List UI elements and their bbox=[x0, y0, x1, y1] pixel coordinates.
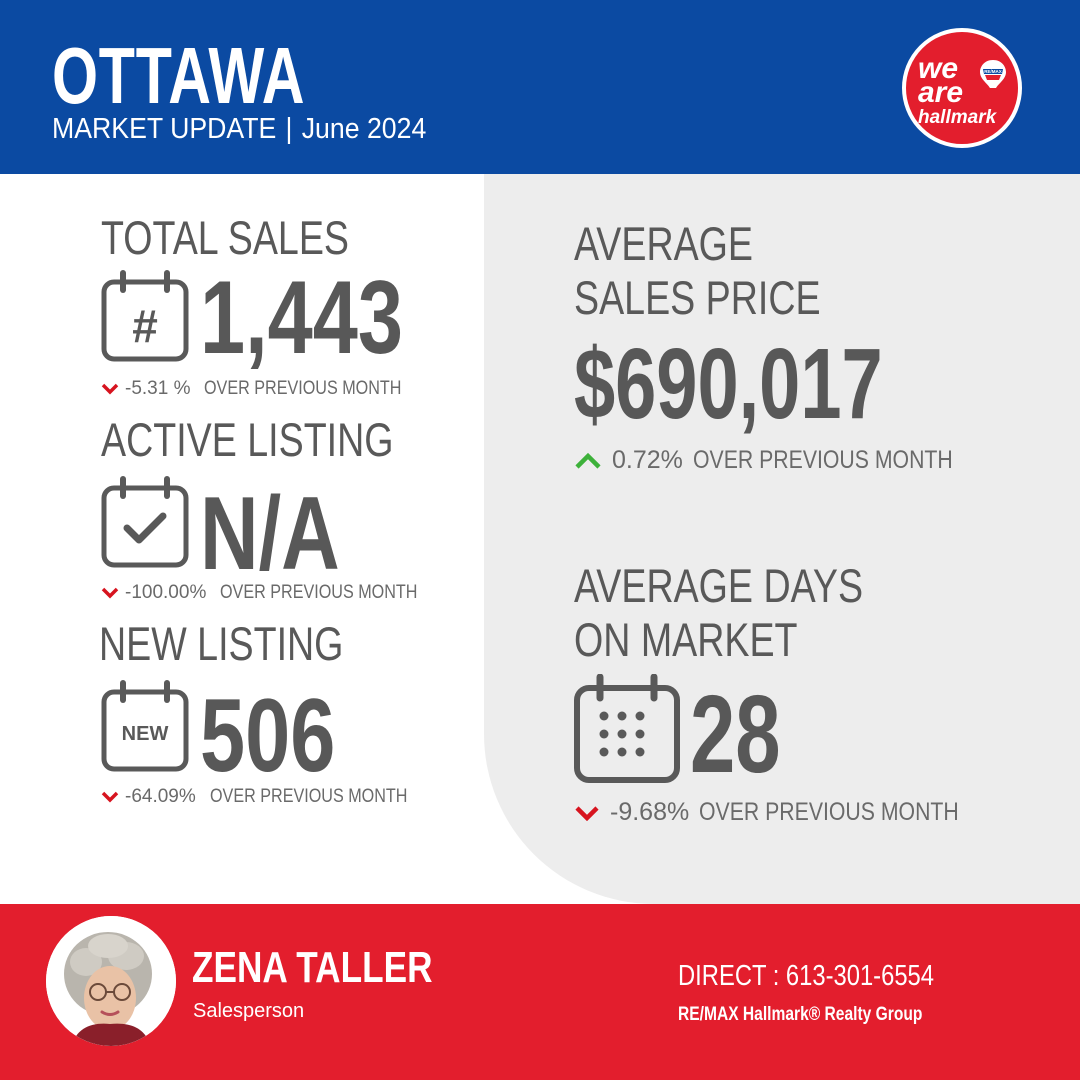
new-listing-change: -64.09% OVER PREVIOUS MONTH bbox=[101, 786, 442, 808]
down-arrow-icon bbox=[574, 805, 600, 821]
calendar-new-text: NEW bbox=[122, 723, 169, 745]
total-sales-label: TOTAL SALES bbox=[101, 211, 349, 264]
avg-price-change: 0.72% OVER PREVIOUS MONTH bbox=[574, 446, 998, 475]
logo-line-hallmark: hallmark bbox=[918, 107, 997, 128]
avg-days-change: -9.68% OVER PREVIOUS MONTH bbox=[574, 798, 1005, 827]
down-arrow-icon bbox=[101, 587, 119, 599]
up-arrow-icon bbox=[574, 452, 602, 470]
down-arrow-icon bbox=[101, 383, 119, 395]
subtitle-market-update: MARKET UPDATE bbox=[52, 113, 277, 145]
agent-footer bbox=[0, 904, 1080, 1080]
agent-portrait-image bbox=[46, 916, 176, 1046]
avg-price-label-line1: AVERAGE bbox=[574, 217, 754, 270]
calendar-new-icon: NEW bbox=[101, 680, 189, 772]
subtitle-separator: | bbox=[285, 113, 293, 145]
total-sales-change: -5.31 % OVER PREVIOUS MONTH bbox=[101, 378, 437, 400]
report-subtitle: MARKET UPDATE | June 2024 bbox=[52, 112, 426, 146]
total-sales-change-pct: -5.31 % bbox=[125, 378, 191, 399]
agent-role: Salesperson bbox=[193, 1000, 305, 1022]
active-listing-label: ACTIVE LISTING bbox=[101, 413, 394, 466]
active-listing-change-pct: -100.00% bbox=[125, 582, 207, 603]
avg-days-label-line2: ON MARKET bbox=[574, 613, 798, 666]
avg-price-change-pct: 0.72% bbox=[612, 446, 683, 474]
agent-name: ZENA TALLER bbox=[192, 943, 433, 992]
total-sales-value: 1,443 bbox=[200, 260, 404, 376]
new-listing-value: 506 bbox=[200, 678, 336, 794]
remax-balloon-icon: RE/MAX bbox=[980, 60, 1006, 88]
new-listing-label: NEW LISTING bbox=[99, 617, 344, 670]
avg-price-value: $690,017 bbox=[574, 328, 883, 440]
city-title: OTTAWA bbox=[52, 31, 306, 120]
active-listing-change-note: OVER PREVIOUS MONTH bbox=[220, 582, 418, 603]
agent-avatar bbox=[46, 916, 176, 1046]
active-listing-value: N/A bbox=[200, 476, 340, 592]
header-banner: OTTAWA MARKET UPDATE | June 2024 we are ha… bbox=[0, 0, 1080, 174]
active-listing-change: -100.00% OVER PREVIOUS MONTH bbox=[101, 582, 453, 604]
logo-line-we: we bbox=[918, 52, 959, 85]
total-sales-change-note: OVER PREVIOUS MONTH bbox=[204, 378, 402, 399]
avg-days-value: 28 bbox=[690, 673, 781, 796]
avg-days-change-note: OVER PREVIOUS MONTH bbox=[699, 798, 959, 826]
agent-direct-phone[interactable]: DIRECT : 613-301-6554 bbox=[678, 960, 935, 992]
calendar-dots-icon bbox=[574, 674, 680, 783]
avg-price-change-note: OVER PREVIOUS MONTH bbox=[692, 446, 953, 474]
calendar-hash-icon: # bbox=[101, 270, 189, 362]
new-listing-change-note: OVER PREVIOUS MONTH bbox=[209, 786, 408, 807]
brokerage-name: RE/MAX Hallmark® Realty Group bbox=[678, 1004, 923, 1025]
avg-price-label-line2: SALES PRICE bbox=[574, 271, 821, 324]
subtitle-date: June 2024 bbox=[301, 113, 427, 145]
avg-days-label-line1: AVERAGE DAYS bbox=[574, 559, 864, 612]
we-are-hallmark-logo: we are hallmark RE/MAX bbox=[902, 28, 1022, 148]
remax-balloon-text: RE/MAX bbox=[984, 69, 1002, 74]
avg-days-change-pct: -9.68% bbox=[610, 798, 690, 826]
calendar-hash-text: # bbox=[132, 300, 158, 352]
down-arrow-icon bbox=[101, 791, 119, 803]
new-listing-change-pct: -64.09% bbox=[125, 786, 196, 807]
calendar-check-icon bbox=[101, 476, 189, 568]
logo-line-are: are bbox=[918, 76, 964, 109]
right-stats-panel bbox=[484, 174, 1080, 904]
